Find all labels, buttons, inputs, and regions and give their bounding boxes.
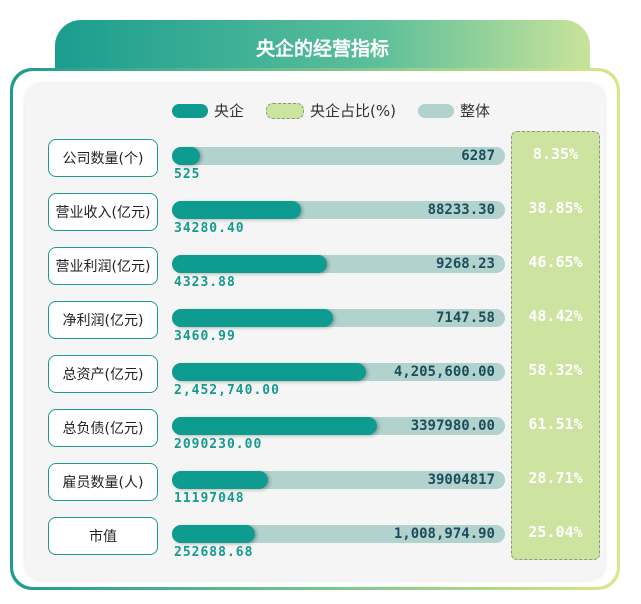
central-bar [172,417,377,435]
overall-bar: 7147.58 [172,309,505,327]
category-label: 营业收入(亿元) [48,193,158,231]
category-label: 总资产(亿元) [48,355,158,393]
chart-row: 市值 1,008,974.90 252688.68 25.04% [0,517,641,571]
central-bar [172,147,200,165]
share-value: 48.42% [528,307,583,325]
category-label: 营业利润(亿元) [48,247,158,285]
legend-overall: 整体 [417,100,490,121]
central-bar [172,525,256,543]
legend-swatch [266,102,305,119]
chart-row: 总负债(亿元) 3397980.00 2090230.00 61.51% [0,409,641,463]
chart-row: 营业利润(亿元) 9268.23 4323.88 46.65% [0,247,641,301]
central-value: 4323.88 [174,275,236,290]
central-bar [172,471,268,489]
central-value: 11197048 [174,491,245,506]
overall-value: 6287 [461,148,495,164]
legend-central: 央企 [172,100,244,121]
overall-bar: 1,008,974.90 [172,525,505,543]
chart-row: 雇员数量(人) 39004817 11197048 28.71% [0,463,641,517]
share-value: 58.32% [528,361,583,379]
overall-bar: 3397980.00 [172,417,505,435]
overall-value: 88233.30 [427,202,495,218]
category-label: 公司数量(个) [48,139,158,177]
category-label: 市值 [48,517,158,555]
overall-bar: 88233.30 [172,201,505,219]
overall-value: 3397980.00 [410,418,495,434]
overall-value: 39004817 [427,472,495,488]
legend-label: 央企占比(%) [310,102,396,120]
chart-row: 公司数量(个) 6287 525 8.35% [0,139,641,193]
legend-label: 整体 [459,102,490,120]
category-label: 雇员数量(人) [48,463,158,501]
chart-row: 净利润(亿元) 7147.58 3460.99 48.42% [0,301,641,355]
overall-value: 4,205,600.00 [393,364,495,380]
overall-value: 9268.23 [435,256,495,272]
share-column [511,131,600,560]
category-label: 总负债(亿元) [48,409,158,447]
legend: 央企 央企占比(%) 整体 [172,100,490,121]
overall-bar: 9268.23 [172,255,505,273]
chart-row: 总资产(亿元) 4,205,600.00 2,452,740.00 58.32% [0,355,641,409]
overall-value: 7147.58 [435,310,495,326]
legend-swatch [417,103,454,118]
overall-value: 1,008,974.90 [393,526,495,542]
share-value: 46.65% [528,253,583,271]
legend-label: 央企 [214,102,245,120]
legend-swatch [172,103,208,118]
central-bar [172,363,367,381]
share-value: 28.71% [528,469,583,487]
overall-bar: 39004817 [172,471,505,489]
central-bar [172,309,334,327]
category-label: 净利润(亿元) [48,301,158,339]
central-value: 2,452,740.00 [174,383,280,398]
central-value: 525 [174,167,201,182]
share-value: 38.85% [528,199,583,217]
central-bar [172,255,328,273]
overall-bar: 4,205,600.00 [172,363,505,381]
central-value: 2090230.00 [174,437,263,452]
share-value: 8.35% [532,145,579,163]
chart-title: 央企的经营指标 [255,38,389,60]
central-value: 34280.40 [174,221,245,236]
chart-row: 营业收入(亿元) 88233.30 34280.40 38.85% [0,193,641,247]
overall-bar: 6287 [172,147,505,165]
central-value: 252688.68 [174,545,254,560]
share-value: 61.51% [528,415,583,433]
share-value: 25.04% [528,523,583,541]
central-bar [172,201,302,219]
legend-share: 央企占比(%) [266,100,396,121]
central-value: 3460.99 [174,329,236,344]
